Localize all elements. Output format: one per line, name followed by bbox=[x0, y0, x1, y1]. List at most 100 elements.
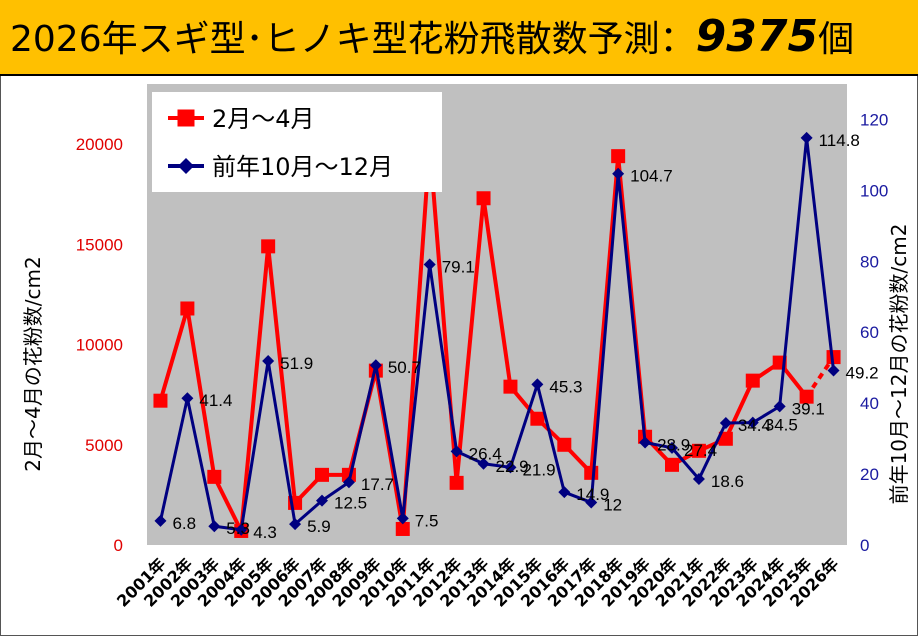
series-red-point bbox=[153, 393, 168, 408]
series-navy-data-label: 50.7 bbox=[388, 358, 421, 377]
series-red-point bbox=[584, 465, 599, 480]
series-red-point bbox=[691, 443, 706, 458]
series-layer bbox=[153, 131, 841, 538]
series-red-point bbox=[665, 457, 679, 472]
series-red-point bbox=[449, 475, 464, 490]
series-navy-point bbox=[827, 364, 840, 377]
series-navy-point bbox=[289, 518, 302, 531]
legend-swatch-navy-marker bbox=[178, 158, 194, 174]
series-navy-data-label: 12.5 bbox=[334, 494, 367, 513]
series-navy-data-label: 6.8 bbox=[172, 514, 196, 533]
series-navy-point bbox=[746, 416, 759, 429]
series-navy-point bbox=[369, 359, 382, 372]
series-red-point bbox=[826, 350, 841, 365]
series-navy-data-label: 79.1 bbox=[442, 257, 475, 276]
series-navy-data-label: 114.8 bbox=[819, 131, 860, 150]
forecast-number: 9375 bbox=[695, 11, 819, 62]
series-red-point bbox=[395, 521, 410, 536]
series-red-point bbox=[557, 437, 572, 452]
series-red-point bbox=[799, 389, 814, 404]
series-navy-point bbox=[719, 417, 732, 430]
series-navy-data-label: 28.9 bbox=[657, 436, 690, 455]
y-axis-right-title: 前年10月～12月の花粉数/cm2 bbox=[887, 224, 911, 505]
series-navy-data-label: 17.7 bbox=[361, 475, 394, 494]
y-left-tick-label: 20000 bbox=[76, 135, 123, 154]
series-navy-point bbox=[316, 494, 328, 507]
chart-title: 2026年スギ型･ヒノキ型花粉飛散数予測：9375個 bbox=[10, 10, 854, 62]
series-navy-point bbox=[262, 354, 275, 367]
series-navy-data-label: 41.4 bbox=[199, 391, 232, 410]
series-navy-data-label: 49.2 bbox=[846, 364, 879, 383]
series-red-point bbox=[718, 431, 733, 446]
series-red-point bbox=[261, 239, 276, 254]
y-left-tick-label: 0 bbox=[114, 536, 123, 555]
series-navy-point bbox=[477, 457, 490, 470]
series-navy-point bbox=[612, 167, 625, 180]
series-red-point bbox=[476, 191, 491, 206]
series-navy-point bbox=[235, 523, 248, 536]
series-navy-data-label: 27.4 bbox=[684, 441, 717, 460]
series-red-point bbox=[315, 467, 329, 482]
y-right-tick-label: 60 bbox=[860, 323, 879, 342]
series-navy-data-label: 4.3 bbox=[253, 523, 277, 542]
series-red-point bbox=[503, 379, 518, 394]
series-navy-point bbox=[450, 445, 463, 458]
series-navy-point bbox=[396, 512, 409, 525]
title-bar: 2026年スギ型･ヒノキ型花粉飛散数予測：9375個 bbox=[0, 0, 918, 76]
series-navy-data-label: 34.4 bbox=[738, 416, 771, 435]
series-navy-point bbox=[558, 486, 571, 499]
series-red-point bbox=[530, 411, 545, 426]
y-right-tick-label: 80 bbox=[860, 252, 879, 271]
legend-label-navy: 前年10月～12月 bbox=[212, 153, 393, 181]
series-navy-data-label: 5.9 bbox=[307, 517, 331, 536]
y-left-tick-label: 15000 bbox=[76, 235, 123, 254]
series-navy-data-label: 34.5 bbox=[765, 416, 798, 435]
series-navy-data-label: 45.3 bbox=[549, 377, 582, 396]
series-navy-data-label: 18.6 bbox=[711, 472, 744, 491]
series-navy-point bbox=[639, 436, 652, 449]
series-red-point bbox=[611, 149, 626, 164]
series-navy-data-label: 7.5 bbox=[415, 511, 439, 530]
series-navy-point bbox=[585, 496, 598, 509]
series-navy-point bbox=[423, 258, 436, 271]
series-navy-data-label: 12 bbox=[603, 495, 622, 514]
series-red-point bbox=[745, 373, 760, 388]
series-navy-data-label: 22.9 bbox=[496, 457, 529, 476]
title-suffix: 個 bbox=[818, 19, 855, 60]
series-navy-point bbox=[208, 520, 221, 533]
series-navy-data-label: 104.7 bbox=[630, 167, 673, 186]
legend-box bbox=[152, 92, 442, 192]
legend-swatch-red-marker bbox=[177, 109, 195, 127]
series-navy-data-label: 21.9 bbox=[522, 460, 555, 479]
y-right-tick-label: 20 bbox=[860, 465, 879, 484]
y-right-tick-label: 100 bbox=[860, 181, 888, 200]
labels-layer: 6.8 41.4 5.3 4.3 51.9 5.912.517.7 50.7 7.5 79.1 2… bbox=[172, 131, 878, 542]
series-navy-point bbox=[154, 514, 167, 527]
series-red-point bbox=[207, 469, 222, 484]
legend: 2月～4月 前年10月～12月 bbox=[152, 92, 442, 192]
y-right-tick-label: 0 bbox=[860, 536, 869, 555]
series-navy-data-label: 14.9 bbox=[576, 485, 609, 504]
legend-label-red: 2月～4月 bbox=[212, 105, 315, 133]
series-red-point bbox=[180, 301, 195, 316]
series-navy-data-label: 26.4 bbox=[469, 444, 502, 463]
series-navy-point bbox=[773, 400, 786, 413]
y-axis-left-title: 2月～4月の花粉数/cm2 bbox=[21, 256, 45, 471]
series-navy-data-label: 5.3 bbox=[226, 519, 250, 538]
series-red-forecast-segment bbox=[804, 355, 836, 398]
series-navy-point bbox=[800, 131, 813, 144]
series-navy-point bbox=[181, 392, 194, 405]
series-navy-point bbox=[692, 473, 705, 486]
y-left-tick-label: 5000 bbox=[85, 436, 123, 455]
series-navy-point bbox=[531, 378, 544, 391]
series-navy-line bbox=[158, 136, 836, 532]
series-navy-data-label: 39.1 bbox=[792, 399, 825, 418]
series-navy-data-label: 51.9 bbox=[280, 354, 313, 373]
title-prefix: 2026年スギ型･ヒノキ型花粉飛散数予測： bbox=[10, 19, 696, 60]
y-right-tick-label: 40 bbox=[860, 394, 879, 413]
series-navy-point bbox=[504, 461, 517, 474]
y-right-tick-label: 120 bbox=[860, 110, 888, 129]
series-navy-point bbox=[342, 476, 355, 489]
series-navy-point bbox=[666, 441, 678, 454]
